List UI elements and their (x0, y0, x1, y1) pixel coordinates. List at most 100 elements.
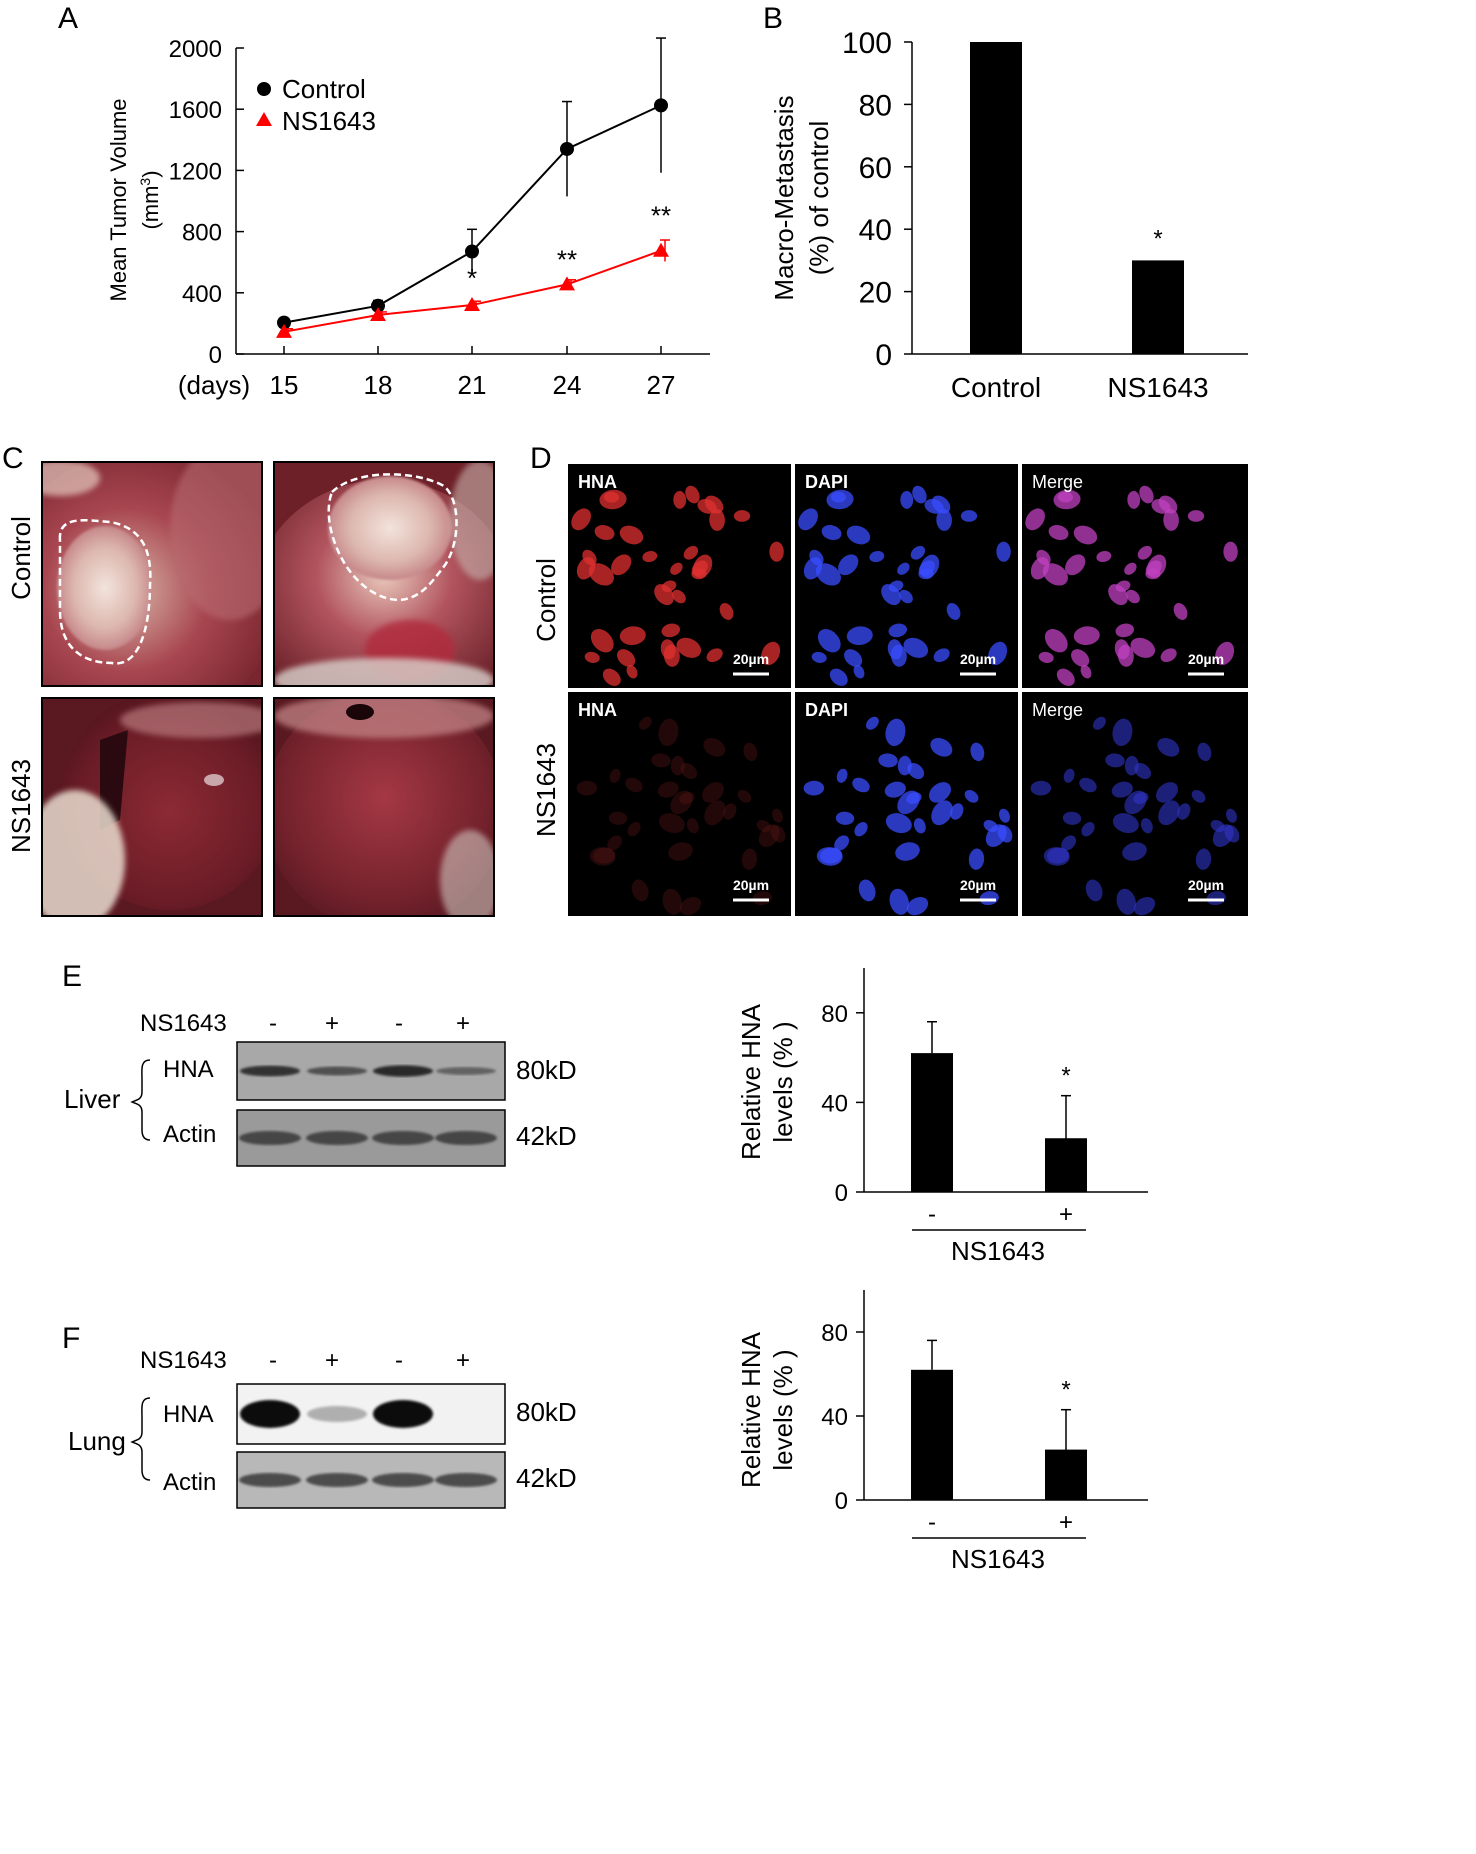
y-tick-label: 80 (821, 1320, 848, 1347)
band-label-actin: Actin (163, 1121, 216, 1148)
bar-control (970, 42, 1022, 354)
panel-letter-a: A (58, 2, 78, 35)
hna-band (373, 1065, 433, 1077)
hna-band (240, 1400, 300, 1428)
channel-label: HNA (578, 472, 617, 492)
significance-marker: ** (557, 244, 577, 274)
panel-letter-c: C (2, 442, 24, 475)
actin-band (306, 1131, 368, 1145)
scale-bar-label: 20µm (733, 877, 769, 893)
hna-band (240, 1065, 300, 1077)
panel-letter-d: D (530, 442, 552, 475)
micrograph-ns1643-hna (576, 716, 786, 916)
bar (911, 1369, 953, 1500)
actin-band (306, 1473, 368, 1487)
band-size-actin: 42kD (516, 1121, 577, 1151)
hna-band (373, 1400, 433, 1428)
scale-bar-label: 20µm (1188, 877, 1224, 893)
panel-f-bar-chart: Relative HNA levels (% ) 0 40 80 - + * NS1643 (736, 1290, 1148, 1574)
lane-label: + (456, 1347, 470, 1374)
actin-band (435, 1131, 497, 1145)
panel-e-bar-chart: Relative HNA levels (% ) 0 40 80 - + * NS1643 (736, 968, 1148, 1266)
panel-f-western-blot: NS1643 - + - + HNA Actin Lung 80kD 42kD (68, 1347, 577, 1509)
group-label: NS1643 (951, 1236, 1045, 1266)
panel-letter-f: F (62, 1322, 80, 1355)
y-tick-label: 0 (875, 339, 892, 372)
scale-bar-label: 20µm (1188, 651, 1224, 667)
row-label-ns1643: NS1643 (6, 759, 36, 853)
data-point-ns1643 (370, 306, 386, 321)
x-tick-label: NS1643 (1107, 372, 1208, 403)
actin-band (239, 1473, 301, 1487)
tissue-label: Lung (68, 1426, 126, 1456)
hna-band (307, 1406, 367, 1422)
y-tick-label: 80 (859, 89, 892, 122)
panel-d-immunofluorescence: Control NS1643 HNA 20µm DAPI 20µm Merge 20µm H… (531, 464, 1248, 916)
significance-marker: * (1061, 1377, 1070, 1404)
x-axis-label: (days) (178, 370, 250, 400)
y-tick-label: 40 (859, 214, 892, 247)
x-tick-label: 27 (647, 370, 676, 400)
legend-label-control: Control (282, 74, 366, 104)
data-point-control (465, 244, 479, 259)
y-tick-label: 40 (821, 1090, 848, 1117)
y-tick-label: 100 (842, 27, 892, 60)
scale-bar-label: 20µm (733, 651, 769, 667)
panel-b-bar-chart: 0 20 40 60 80 100 Control NS1643 * Macro-Metast… (769, 27, 1248, 403)
actin-band (239, 1131, 301, 1145)
y-tick-label: 400 (182, 281, 222, 308)
y-axis-label: Relative HNA (736, 1331, 766, 1488)
x-tick-label: + (1059, 1509, 1073, 1536)
actin-band (435, 1473, 497, 1487)
scale-bar-label: 20µm (960, 651, 996, 667)
lane-label: + (325, 1347, 339, 1374)
lane-label: - (395, 1347, 403, 1374)
y-tick-label: 80 (821, 1001, 848, 1028)
micrograph-control-hna (571, 485, 784, 686)
y-axis-unit: levels (% ) (768, 1021, 798, 1142)
data-point-control (371, 298, 385, 313)
control-photo-2 (273, 461, 495, 687)
actin-band (372, 1473, 434, 1487)
ns1643-photo-1 (41, 697, 263, 917)
y-axis-label: Macro-Metastasis (769, 95, 799, 300)
x-tick-label: 15 (270, 370, 299, 400)
data-point-ns1643 (653, 242, 669, 257)
hna-band (307, 1066, 367, 1076)
lane-label: - (269, 1347, 277, 1374)
tissue-label: Liver (64, 1084, 121, 1114)
y-tick-label: 0 (835, 1488, 848, 1515)
row-label-control: Control (531, 558, 561, 642)
x-tick-label: Control (951, 372, 1041, 403)
y-tick-label: 40 (821, 1404, 848, 1431)
legend-label-ns1643: NS1643 (282, 106, 376, 136)
band-size-hna: 80kD (516, 1055, 577, 1085)
actin-band (372, 1131, 434, 1145)
treatment-label: NS1643 (140, 1010, 227, 1037)
panel-c-liver-photos: Control NS1643 (6, 461, 495, 917)
channel-label: DAPI (805, 472, 848, 492)
y-axis-unit: (mm3) (137, 170, 163, 229)
y-axis-unit: (%) of control (804, 121, 834, 276)
y-tick-label: 800 (182, 220, 222, 247)
control-photo-1 (41, 461, 263, 687)
y-axis-unit: levels (% ) (768, 1349, 798, 1470)
x-tick-label: 21 (458, 370, 487, 400)
channel-label: Merge (1032, 472, 1083, 492)
x-tick-label: 24 (553, 370, 582, 400)
band-size-actin: 42kD (516, 1463, 577, 1493)
bar (911, 1053, 953, 1192)
panel-e-western-blot: NS1643 - + - + HNA Actin Liver 80kD 42kD (64, 1010, 577, 1167)
ns1643-photo-2 (273, 697, 495, 917)
scale-bar-label: 20µm (960, 877, 996, 893)
y-tick-label: 2000 (169, 36, 222, 63)
x-tick-label: 18 (364, 370, 393, 400)
hna-band (436, 1067, 496, 1075)
y-tick-label: 1200 (169, 158, 222, 185)
row-label-ns1643: NS1643 (531, 743, 561, 837)
panel-letter-e: E (62, 960, 82, 993)
band-label-hna: HNA (163, 1401, 214, 1428)
significance-marker: ** (651, 200, 671, 230)
legend-marker-control (257, 82, 271, 96)
